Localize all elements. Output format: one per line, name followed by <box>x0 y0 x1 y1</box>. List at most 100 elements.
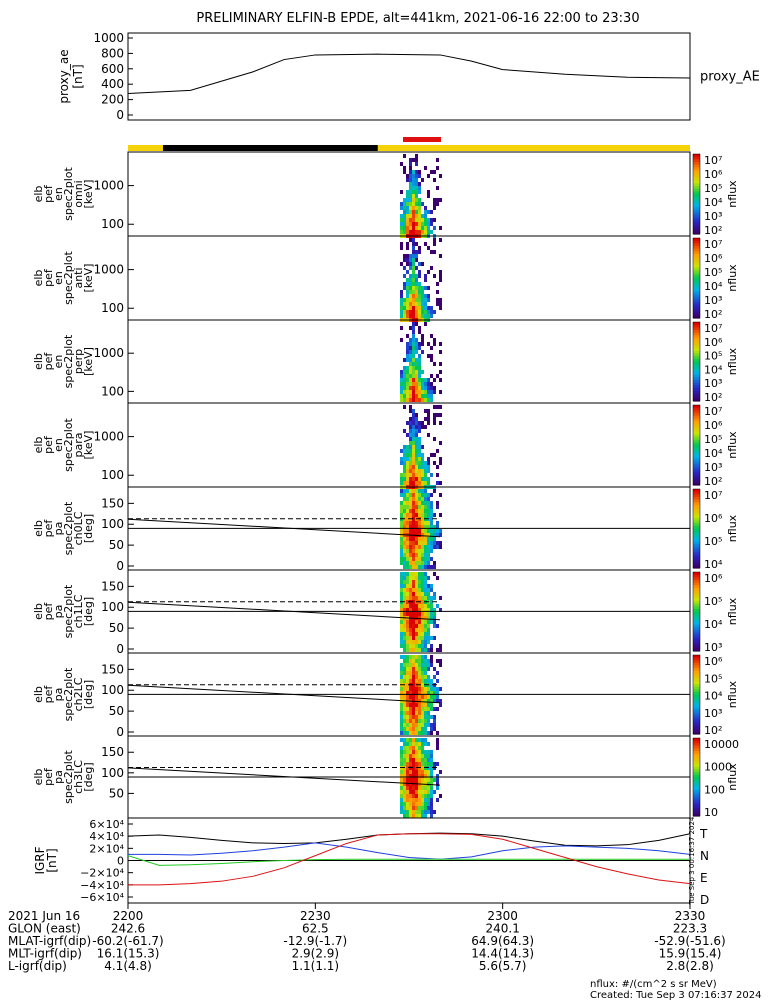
spectrogram-cell <box>421 762 424 766</box>
spectrogram-cell <box>412 481 415 485</box>
spectrogram-cell <box>412 210 415 214</box>
colorbar-swatch <box>693 681 700 685</box>
spectrogram-cell <box>421 541 424 545</box>
colorbar-swatch <box>693 520 700 524</box>
spectrogram-cell <box>424 624 427 628</box>
colorbar-swatch <box>693 751 700 755</box>
spectrogram-cell <box>415 214 418 218</box>
spectrogram-cell <box>418 465 421 469</box>
colorbar-swatch <box>693 196 700 200</box>
spectrogram-cell <box>400 306 403 310</box>
colorbar-swatch <box>693 544 700 548</box>
spectrogram-cell <box>409 258 412 262</box>
spectrogram-cell <box>400 370 403 374</box>
spectrogram-cell <box>409 286 412 290</box>
colorbar-swatch <box>693 660 700 664</box>
footer-value: 16.1(15.3) <box>97 947 160 961</box>
spectrogram-cell <box>424 461 427 465</box>
spectrogram-cell <box>418 445 421 449</box>
colorbar-swatch <box>693 616 700 620</box>
spectrogram-cell <box>418 580 421 584</box>
spectrogram-cell <box>421 382 424 386</box>
colorbar-tick-label: 10⁶ <box>704 336 723 349</box>
spectrogram-cell <box>421 580 424 584</box>
spectrogram-cell <box>403 378 406 382</box>
spectrogram-cell <box>427 398 430 402</box>
spectrogram-cell <box>403 770 406 774</box>
spectrogram-cell <box>406 754 409 758</box>
spectrogram-cell <box>415 746 418 750</box>
colorbar-tick-label: 10² <box>704 224 722 237</box>
spectrogram-cell <box>415 596 418 600</box>
spectrogram-cell <box>421 628 424 632</box>
spectrogram-cell <box>412 509 415 513</box>
spectrogram-cell <box>418 294 421 298</box>
spectrogram-cell <box>409 489 412 493</box>
spectrogram-cell <box>436 695 439 699</box>
spectrogram-cell <box>400 505 403 509</box>
spectrogram-cell <box>400 525 403 529</box>
spectrogram-cell <box>412 644 415 648</box>
spectrogram-cell <box>403 390 406 394</box>
spectrogram-cell <box>421 545 424 549</box>
spectrogram-cell <box>412 727 415 731</box>
spectrogram-cell <box>412 378 415 382</box>
spectrogram-cell <box>418 473 421 477</box>
spectrogram-cell <box>400 679 403 683</box>
spectrogram-cell <box>412 624 415 628</box>
spectrogram-cell <box>436 449 439 453</box>
colorbar-frame <box>692 321 701 402</box>
spectrogram-cell <box>439 794 442 798</box>
y-tick-label: 800 <box>101 46 124 60</box>
spectrogram-cell <box>430 517 433 521</box>
colorbar-swatch <box>693 745 700 749</box>
spectrogram-cell <box>430 170 433 174</box>
spectrogram-cell <box>400 723 403 727</box>
spectrogram-cell <box>421 294 424 298</box>
spectrogram-cell <box>436 545 439 549</box>
colorbar-swatch <box>693 699 700 703</box>
spectrogram-cell <box>439 302 442 306</box>
spectrogram-cell <box>415 762 418 766</box>
colorbar-tick-label: 10⁵ <box>704 433 722 446</box>
spectrogram-cell <box>415 222 418 226</box>
spectrogram-cell <box>406 580 409 584</box>
spectrogram-cell <box>409 604 412 608</box>
spectrogram-cell <box>427 766 430 770</box>
spectrogram-cell <box>424 616 427 620</box>
spectrogram-cell <box>418 310 421 314</box>
colorbar-swatch <box>693 280 700 284</box>
spectrogram-cell <box>400 302 403 306</box>
spectrogram-cell <box>430 648 433 652</box>
spectrogram-cell <box>412 576 415 580</box>
spectrogram-cell <box>421 565 424 569</box>
spectrogram-cell <box>409 553 412 557</box>
spectrogram-cell <box>424 675 427 679</box>
spectrogram-cell <box>418 290 421 294</box>
spectrogram-cell <box>406 230 409 234</box>
colorbar-swatch <box>693 259 700 263</box>
spectrogram-cell <box>430 545 433 549</box>
y-axis-label: [deg] <box>82 762 95 791</box>
colorbar-swatch <box>693 606 700 610</box>
spectrogram-cell <box>421 350 424 354</box>
spectrogram-cell <box>403 298 406 302</box>
colorbar-tick-label: 10000 <box>704 738 739 751</box>
spectrogram-cell <box>421 778 424 782</box>
y-axis-label: anti <box>72 267 85 288</box>
y-tick-label: 100 <box>101 468 124 482</box>
spectrogram-cell <box>406 174 409 178</box>
spectrogram-cell <box>406 282 409 286</box>
spectrogram-cell <box>400 612 403 616</box>
spectrogram-cell <box>415 469 418 473</box>
spectrogram-cell <box>406 659 409 663</box>
colorbar-swatch <box>693 803 700 807</box>
spectrogram-cell <box>412 230 415 234</box>
spectrogram-cell <box>409 707 412 711</box>
spectrogram-cell <box>409 477 412 481</box>
colorbar-swatch <box>693 407 700 411</box>
spectrogram-cell <box>415 675 418 679</box>
spectrogram-cell <box>418 667 421 671</box>
y-axis-label: perp <box>72 349 85 374</box>
